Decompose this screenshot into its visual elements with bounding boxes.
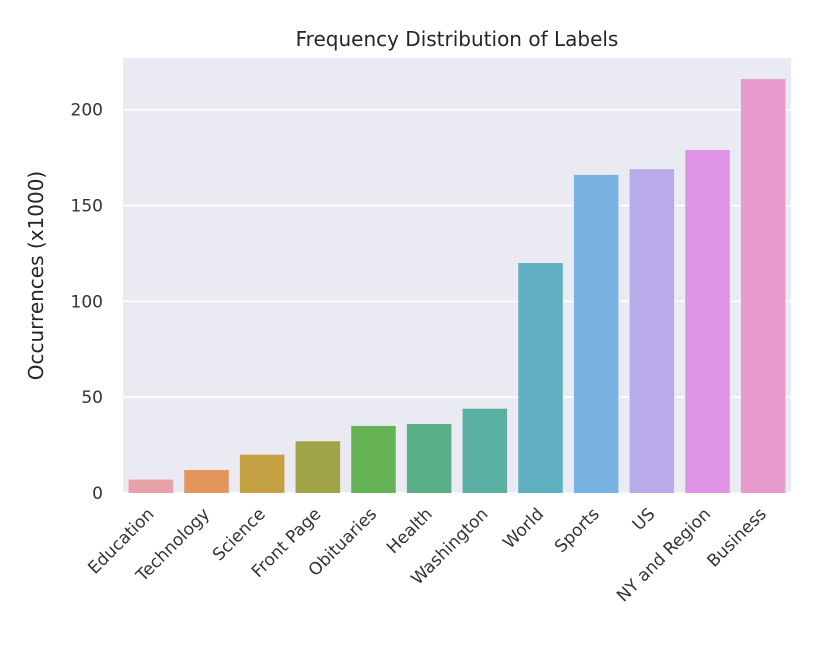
grid-lines (123, 108, 791, 494)
x-tick-label: Sports (551, 504, 604, 557)
bars (128, 79, 786, 494)
bar-education (128, 479, 174, 493)
x-tick-label: Health (383, 504, 437, 558)
bar-science (239, 454, 285, 493)
bar-health (406, 424, 452, 493)
bar-us (629, 169, 675, 493)
bar-washington (462, 408, 508, 493)
x-tick-label: US (629, 504, 660, 535)
x-tick-label: World (499, 504, 548, 553)
x-tick-label: Business (704, 504, 771, 571)
bar-ny-and-region (685, 149, 730, 494)
plot-background (123, 58, 791, 493)
bar-front-page (295, 441, 341, 493)
y-tick-label: 200 (71, 101, 103, 121)
bar-sports (573, 174, 619, 493)
bar-technology (184, 470, 229, 493)
y-tick-label: 100 (71, 292, 103, 312)
bar-business (740, 79, 786, 494)
y-tick-labels: 0 50 100 150 200 (71, 101, 103, 504)
bar-obituaries (351, 425, 396, 493)
chart-title: Frequency Distribution of Labels (296, 27, 619, 51)
y-tick-label: 50 (81, 388, 103, 408)
bar-world (518, 263, 563, 493)
y-tick-label: 150 (71, 197, 103, 217)
y-tick-label: 0 (92, 484, 103, 504)
x-tick-label: NY and Region (613, 504, 715, 606)
y-axis-title: Occurrences (x1000) (24, 171, 48, 380)
